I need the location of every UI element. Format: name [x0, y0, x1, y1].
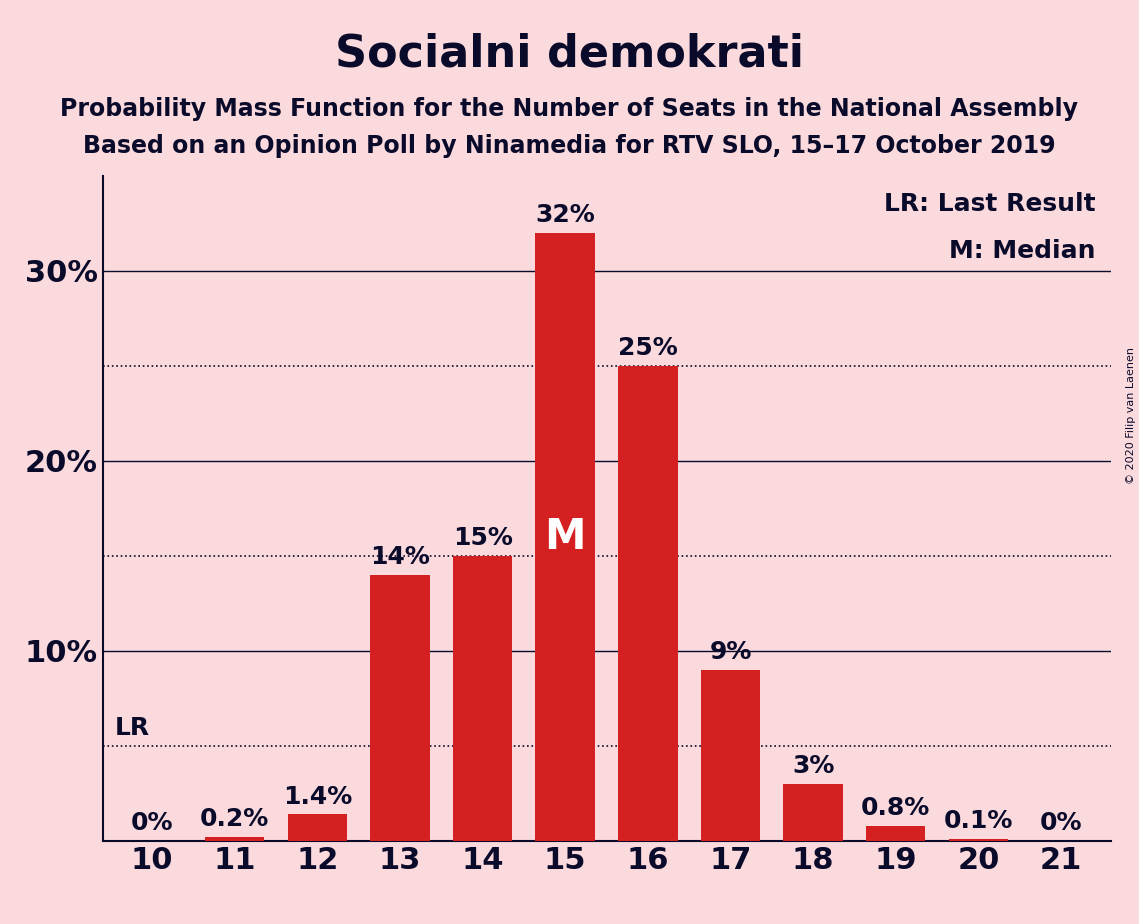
Bar [535, 233, 595, 841]
Text: Probability Mass Function for the Number of Seats in the National Assembly: Probability Mass Function for the Number… [60, 97, 1079, 121]
Bar [866, 826, 926, 841]
Text: 0.8%: 0.8% [861, 796, 931, 820]
Text: 0%: 0% [1040, 811, 1082, 835]
Text: LR: Last Result: LR: Last Result [884, 192, 1096, 216]
Bar [370, 575, 429, 841]
Text: 0%: 0% [131, 811, 173, 835]
Text: Socialni demokrati: Socialni demokrati [335, 32, 804, 76]
Text: M: Median: M: Median [949, 238, 1096, 262]
Text: 0.1%: 0.1% [943, 809, 1013, 833]
Bar [453, 555, 513, 841]
Text: LR: LR [115, 716, 150, 740]
Bar [618, 366, 678, 841]
Text: 25%: 25% [618, 336, 678, 360]
Text: 9%: 9% [710, 640, 752, 664]
Bar [287, 814, 347, 841]
Bar [205, 837, 264, 841]
Text: 14%: 14% [370, 545, 429, 569]
Text: 32%: 32% [535, 203, 595, 227]
Text: © 2020 Filip van Laenen: © 2020 Filip van Laenen [1126, 347, 1136, 484]
Text: 0.2%: 0.2% [200, 808, 269, 832]
Text: Based on an Opinion Poll by Ninamedia for RTV SLO, 15–17 October 2019: Based on an Opinion Poll by Ninamedia fo… [83, 134, 1056, 158]
Text: 3%: 3% [792, 754, 834, 778]
Text: 1.4%: 1.4% [282, 784, 352, 808]
Bar [700, 670, 760, 841]
Text: 15%: 15% [452, 526, 513, 550]
Bar [949, 839, 1008, 841]
Text: M: M [544, 516, 585, 558]
Bar [784, 784, 843, 841]
